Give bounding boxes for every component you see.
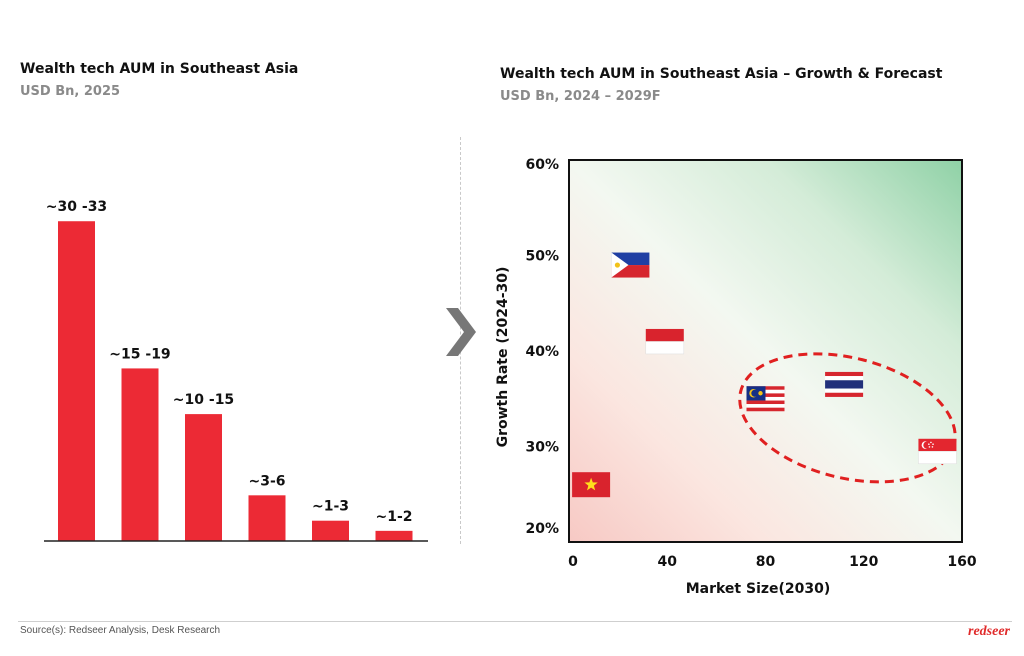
bar-2	[121, 368, 159, 541]
bar-value-label: ~10 -15	[173, 392, 234, 408]
bar-1	[58, 221, 95, 541]
right-chart-subtitle: USD Bn, 2024 – 2029F	[500, 89, 661, 104]
bar-3	[185, 414, 222, 541]
x-tick-label: 40	[658, 554, 678, 570]
right-chart-title: Wealth tech AUM in Southeast Asia – Grow…	[500, 66, 943, 82]
vietnam-flag-icon	[572, 472, 611, 498]
left-chart-title: Wealth tech AUM in Southeast Asia	[20, 61, 299, 77]
bar-value-label: ~30 -33	[46, 199, 107, 215]
bar-value-label: ~15 -19	[109, 346, 170, 362]
plot-area	[568, 159, 963, 543]
bar-5	[312, 520, 349, 541]
x-tick-label: 0	[568, 554, 578, 570]
bar-value-label: ~1-3	[312, 499, 349, 515]
footer-divider	[18, 621, 1012, 622]
x-tick-label: 80	[756, 554, 776, 570]
y-tick-label: 40%	[525, 344, 559, 360]
brand-logo: redseer	[968, 624, 1010, 639]
y-tick-label: 30%	[525, 440, 559, 456]
x-axis-label: Market Size(2030)	[685, 581, 831, 597]
thailand-flag-icon	[825, 371, 864, 397]
source-note: Source(s): Redseer Analysis, Desk Resear…	[20, 625, 221, 636]
y-axis-label: Growth Rate (2024-30)	[495, 266, 511, 448]
y-tick-label: 20%	[525, 521, 559, 537]
indonesia-flag-icon	[645, 328, 685, 355]
x-tick-label: 160	[947, 554, 976, 570]
bar-value-label: ~3-6	[248, 473, 285, 489]
philippines-flag-icon	[611, 252, 650, 278]
x-tick-label: 120	[849, 554, 878, 570]
bar-value-label: ~1-2	[375, 509, 412, 525]
singapore-flag-icon	[918, 438, 957, 465]
y-tick-label: 60%	[525, 157, 559, 173]
left-chart-subtitle: USD Bn, 2025	[20, 84, 121, 99]
malaysia-flag-icon	[746, 386, 785, 412]
y-tick-label: 50%	[525, 249, 559, 265]
chevron-right-icon	[446, 308, 476, 356]
bar-4	[248, 495, 286, 541]
bar-6	[375, 530, 413, 541]
